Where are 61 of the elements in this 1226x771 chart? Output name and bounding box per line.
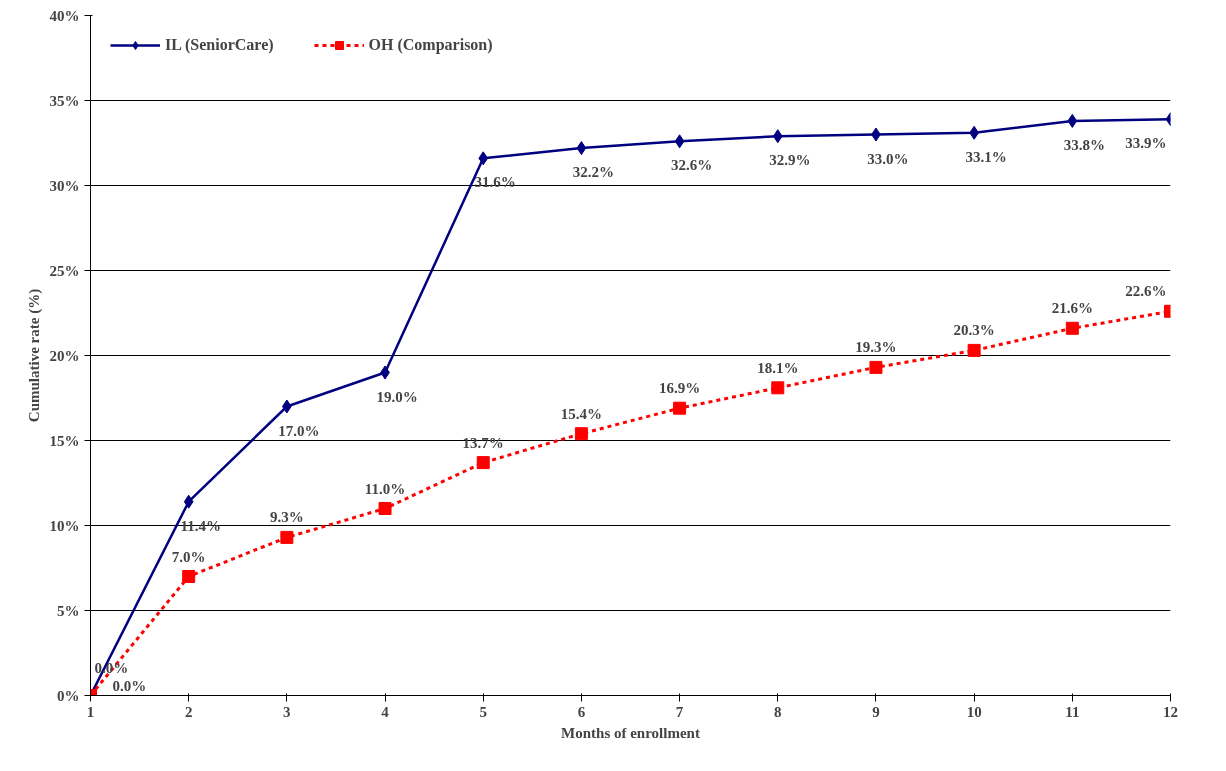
data-label: 19.0% <box>376 388 418 405</box>
point <box>574 427 588 441</box>
point <box>182 570 196 583</box>
data-label: 33.9% <box>1125 135 1167 152</box>
point <box>674 134 685 149</box>
point <box>478 151 489 166</box>
x-tick-label: 2 <box>184 703 193 720</box>
point <box>1067 113 1078 128</box>
y-tick-label: 5% <box>57 602 80 619</box>
y-tick-label: 25% <box>49 262 80 279</box>
point <box>280 530 294 544</box>
x-tick-label: 5 <box>479 703 487 720</box>
x-tick-label: 3 <box>283 703 291 720</box>
x-tick-label: 12 <box>1163 703 1178 720</box>
y-axis-title: Cumulative rate (%) <box>25 288 43 423</box>
y-tick-label: 20% <box>49 347 80 364</box>
data-label: 7.0% <box>171 548 206 565</box>
point <box>967 343 981 357</box>
data-label: 33.8% <box>1063 136 1105 153</box>
legend-label: IL (SeniorCare) <box>165 36 274 54</box>
x-tick-label: 11 <box>1065 703 1080 720</box>
data-label: 11.0% <box>364 480 406 497</box>
data-label: 33.0% <box>867 150 909 167</box>
data-label: 18.1% <box>757 359 799 376</box>
x-tick-label: 6 <box>577 703 586 720</box>
x-tick-label: 4 <box>381 703 390 720</box>
x-tick-label: 7 <box>675 703 684 720</box>
y-tick-label: 15% <box>49 432 80 449</box>
data-label: 17.0% <box>278 422 320 439</box>
x-tick-label: 8 <box>774 703 782 720</box>
data-label: 32.2% <box>572 164 615 181</box>
y-tick-label: 0% <box>57 687 80 704</box>
x-tick-label: 9 <box>872 703 880 720</box>
y-tick-label: 30% <box>49 177 80 194</box>
y-tick-label: 10% <box>49 517 80 534</box>
point <box>673 401 687 415</box>
data-label: 15.4% <box>560 405 603 422</box>
y-tick-label: 35% <box>49 92 80 109</box>
x-axis-title: Months of enrollment <box>561 724 700 741</box>
point <box>771 381 785 395</box>
data-label: 19.3% <box>855 339 897 356</box>
data-label: 16.9% <box>658 380 701 397</box>
point <box>772 129 783 144</box>
point <box>576 141 587 156</box>
data-label: 20.3% <box>953 322 995 339</box>
data-label: 0.0% <box>112 677 147 694</box>
x-tick-label: 10 <box>966 703 982 720</box>
data-label: 32.6% <box>670 157 713 174</box>
data-label: 33.1% <box>965 148 1007 165</box>
point <box>378 502 392 515</box>
data-label: 22.6% <box>1125 283 1167 300</box>
x-tick-label: 1 <box>86 703 95 720</box>
data-label: 32.9% <box>769 152 811 169</box>
point <box>183 494 194 509</box>
legend-label: OH (Comparison) <box>368 36 493 54</box>
y-tick-label: 40% <box>49 7 80 24</box>
data-label: 21.6% <box>1051 300 1093 317</box>
point <box>869 360 883 374</box>
point <box>1065 321 1079 335</box>
point <box>476 456 490 470</box>
data-label: 9.3% <box>269 509 304 526</box>
